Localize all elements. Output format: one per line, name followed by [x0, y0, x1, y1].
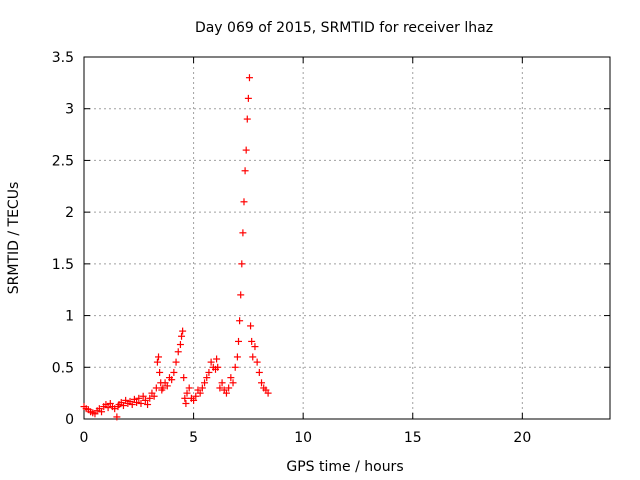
data-point — [205, 368, 213, 376]
data-point — [244, 94, 252, 102]
x-axis: 0 5 10 15 20 — [80, 57, 531, 446]
data-point — [227, 374, 235, 382]
y-tick-label: 3 — [65, 102, 74, 118]
data-point — [258, 379, 266, 387]
data-point — [213, 355, 221, 363]
data-point — [113, 413, 121, 421]
x-tick-label: 10 — [294, 430, 312, 446]
data-point — [216, 384, 224, 392]
data-point — [159, 384, 167, 392]
data-point — [163, 382, 171, 390]
data-point — [249, 353, 257, 361]
data-point — [222, 389, 230, 397]
data-point — [104, 404, 112, 412]
y-tick-label: 2 — [65, 205, 74, 221]
data-point — [152, 384, 160, 392]
data-point — [196, 389, 204, 397]
data-point — [137, 399, 145, 407]
data-point — [150, 392, 158, 400]
data-point — [247, 322, 255, 330]
data-point — [239, 229, 247, 237]
data-point — [225, 384, 233, 392]
data-point — [251, 343, 259, 351]
data-point — [201, 379, 209, 387]
data-point — [155, 353, 163, 361]
data-point — [144, 401, 152, 409]
data-point — [180, 374, 188, 382]
data-point — [190, 396, 198, 404]
y-tick-label: 1.5 — [52, 257, 74, 273]
data-point — [218, 379, 226, 387]
data-point — [233, 353, 241, 361]
data-point — [241, 167, 249, 175]
data-point — [253, 358, 261, 366]
y-tick-label: 3.5 — [52, 50, 74, 66]
data-point — [185, 384, 193, 392]
data-point — [146, 394, 154, 402]
data-point — [141, 396, 149, 404]
data-point — [183, 389, 191, 397]
y-axis-label: SRMTID / TECUs — [6, 182, 22, 295]
data-point — [243, 115, 251, 123]
data-point — [242, 146, 250, 154]
data-point — [192, 392, 200, 400]
data-point — [236, 317, 244, 325]
data-point — [229, 379, 237, 387]
x-tick-label: 0 — [80, 430, 89, 446]
y-tick-label: 0 — [65, 412, 74, 428]
data-point — [248, 337, 256, 345]
data-point — [182, 399, 190, 407]
data-point — [128, 401, 136, 409]
data-point — [178, 332, 186, 340]
data-point — [231, 363, 239, 371]
data-point — [168, 376, 176, 384]
data-point — [198, 384, 206, 392]
data-point — [245, 74, 253, 82]
data-point — [264, 389, 272, 397]
data-point — [176, 341, 184, 349]
y-tick-label: 1 — [65, 309, 74, 325]
data-point — [238, 260, 246, 268]
y-tick-label: 0.5 — [52, 360, 74, 376]
data-point — [135, 394, 143, 402]
data-point — [207, 358, 215, 366]
data-point — [181, 394, 189, 402]
data-series — [80, 74, 272, 421]
data-point — [156, 368, 164, 376]
plot-frame — [83, 56, 611, 420]
chart-title: Day 069 of 2015, SRMTID for receiver lha… — [195, 20, 493, 36]
data-point — [172, 358, 180, 366]
x-axis-label: GPS time / hours — [286, 459, 403, 475]
x-tick-label: 5 — [189, 430, 198, 446]
data-point — [237, 291, 245, 299]
data-point — [203, 374, 211, 382]
data-point — [98, 408, 106, 416]
data-point — [240, 198, 248, 206]
data-point — [235, 337, 243, 345]
data-point — [174, 348, 182, 356]
data-point — [119, 402, 127, 410]
x-tick-label: 20 — [513, 430, 531, 446]
data-point — [170, 368, 178, 376]
data-point — [214, 363, 222, 371]
y-tick-label: 2.5 — [52, 153, 74, 169]
x-tick-label: 15 — [404, 430, 422, 446]
data-point — [255, 368, 263, 376]
data-point — [133, 398, 141, 406]
data-point — [179, 327, 187, 335]
grid-lines — [84, 57, 610, 419]
data-point — [139, 392, 147, 400]
y-axis: 0 0.5 1 1.5 2 2.5 3 3.5 — [52, 50, 610, 428]
data-point — [153, 358, 161, 366]
